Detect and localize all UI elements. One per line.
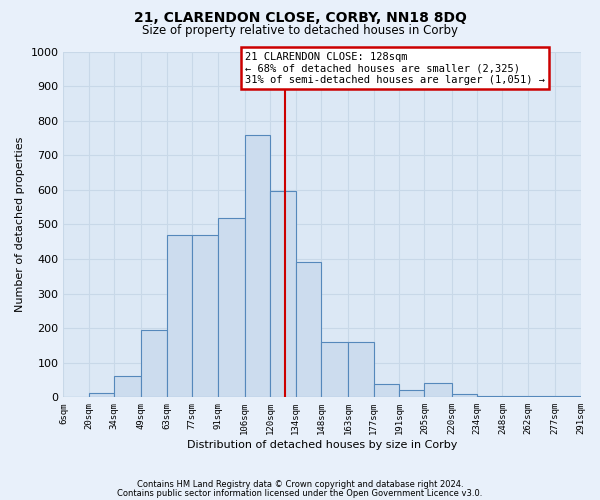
Bar xyxy=(477,396,502,398)
Bar xyxy=(555,396,581,398)
Bar xyxy=(528,396,555,398)
Bar xyxy=(167,236,192,398)
Text: 21 CLARENDON CLOSE: 128sqm
← 68% of detached houses are smaller (2,325)
31% of s: 21 CLARENDON CLOSE: 128sqm ← 68% of deta… xyxy=(245,52,545,84)
Bar xyxy=(424,383,452,398)
Text: Contains public sector information licensed under the Open Government Licence v3: Contains public sector information licen… xyxy=(118,488,482,498)
Y-axis label: Number of detached properties: Number of detached properties xyxy=(15,136,25,312)
Bar xyxy=(142,330,167,398)
Text: Contains HM Land Registry data © Crown copyright and database right 2024.: Contains HM Land Registry data © Crown c… xyxy=(137,480,463,489)
Bar xyxy=(114,376,142,398)
Bar xyxy=(218,218,245,398)
Bar xyxy=(89,393,114,398)
Bar xyxy=(452,394,477,398)
Bar xyxy=(374,384,399,398)
Bar xyxy=(502,396,528,398)
Text: Size of property relative to detached houses in Corby: Size of property relative to detached ho… xyxy=(142,24,458,37)
Text: 21, CLARENDON CLOSE, CORBY, NN18 8DQ: 21, CLARENDON CLOSE, CORBY, NN18 8DQ xyxy=(134,11,466,25)
Bar xyxy=(192,236,218,398)
Bar xyxy=(245,134,270,398)
Bar xyxy=(296,262,321,398)
Bar xyxy=(399,390,424,398)
Bar xyxy=(270,191,296,398)
Bar xyxy=(321,342,348,398)
X-axis label: Distribution of detached houses by size in Corby: Distribution of detached houses by size … xyxy=(187,440,457,450)
Bar xyxy=(348,342,374,398)
